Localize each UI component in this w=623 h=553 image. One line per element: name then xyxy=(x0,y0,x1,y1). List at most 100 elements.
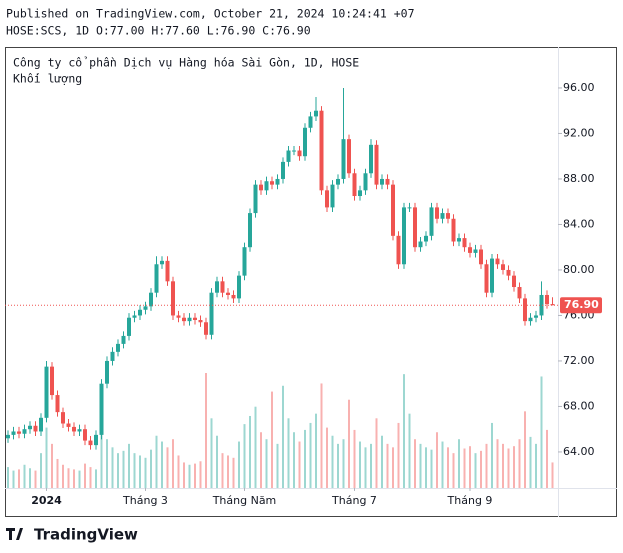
candle-body xyxy=(209,292,214,335)
candle-body xyxy=(303,127,307,157)
volume-bar xyxy=(216,435,218,488)
candle-body xyxy=(484,264,489,293)
candle-body xyxy=(138,309,142,316)
candle-body xyxy=(259,184,263,191)
candle-body xyxy=(17,431,21,434)
candle-body xyxy=(534,315,538,318)
candle-body xyxy=(33,425,38,432)
candle-body xyxy=(99,383,104,435)
volume-bar xyxy=(342,439,345,488)
volume-bar xyxy=(320,383,323,488)
candle-body xyxy=(50,366,54,396)
candle-body xyxy=(462,238,467,248)
volume-bar xyxy=(232,457,235,488)
volume-bar xyxy=(177,455,180,488)
candle-body xyxy=(165,260,170,282)
candle-body xyxy=(358,190,362,197)
volume-bar xyxy=(23,464,26,488)
candle-body xyxy=(61,412,65,424)
candle-body xyxy=(127,317,131,336)
chart-frame xyxy=(5,47,617,517)
candle-body xyxy=(22,429,27,434)
volume-bar xyxy=(304,429,306,488)
volume-bar xyxy=(386,443,389,488)
volume-bar xyxy=(227,455,229,488)
volume-bar xyxy=(529,436,532,488)
candle-body xyxy=(226,292,230,295)
candle-body xyxy=(204,322,208,335)
candle-body xyxy=(495,258,500,265)
candle-body xyxy=(143,306,148,310)
volume-bar xyxy=(100,429,103,488)
volume-bar xyxy=(414,439,416,488)
candle-body xyxy=(88,440,93,446)
candle-body xyxy=(215,281,219,293)
candle-body xyxy=(341,139,346,179)
volume-bar xyxy=(458,439,460,488)
volume-bar xyxy=(40,453,42,488)
candle-body xyxy=(440,213,445,219)
volume-bar xyxy=(496,439,499,488)
volume-bar xyxy=(221,453,224,488)
candle-body xyxy=(248,213,252,248)
volume-bar xyxy=(139,455,141,488)
candle-body xyxy=(336,178,340,185)
volume-bar xyxy=(18,469,20,488)
candle-body xyxy=(479,249,483,265)
candle-body xyxy=(506,269,511,276)
volume-bar xyxy=(315,413,317,488)
volume-bar xyxy=(507,448,510,488)
candle-body xyxy=(160,260,164,265)
volume-bar xyxy=(271,391,273,488)
volume-bar xyxy=(117,453,119,488)
candle-body xyxy=(193,317,197,320)
volume-bar xyxy=(34,470,37,488)
candle-body xyxy=(171,281,175,316)
x-tick-label: Tháng 9 xyxy=(447,494,493,507)
volume-bar xyxy=(122,450,125,488)
volume-bar xyxy=(29,468,31,488)
candle-body xyxy=(407,207,412,209)
volume-bar xyxy=(73,469,75,488)
volume-bar xyxy=(7,467,9,488)
candle-body xyxy=(66,423,71,427)
volume-bar xyxy=(353,429,356,488)
candle-body xyxy=(77,429,82,432)
candle-body xyxy=(231,294,236,299)
candle-body xyxy=(55,395,60,413)
candle-body xyxy=(369,144,373,174)
volume-bar xyxy=(144,457,147,488)
last-price-label: 76.90 xyxy=(564,298,599,311)
y-tick-label: 68.00 xyxy=(563,399,595,412)
volume-bar xyxy=(474,453,477,488)
candle-body xyxy=(94,434,98,446)
volume-bar xyxy=(337,443,339,488)
volume-bar xyxy=(183,462,185,488)
candle-body xyxy=(501,264,505,270)
x-tick-label: Tháng Năm xyxy=(212,494,277,507)
candle-body xyxy=(330,184,335,208)
candle-body xyxy=(380,178,384,185)
candle-body xyxy=(28,425,32,430)
candle-body xyxy=(418,241,423,248)
candle-body xyxy=(105,360,109,384)
volume-bar xyxy=(513,446,515,488)
candle-body xyxy=(523,298,527,322)
volume-bar xyxy=(78,470,81,488)
candle-body xyxy=(446,213,450,219)
volume-bar xyxy=(535,443,537,488)
volume-bar xyxy=(45,427,48,488)
volume-bar xyxy=(128,443,130,488)
candle-body xyxy=(182,317,186,322)
volume-bar xyxy=(95,469,97,488)
candle-body xyxy=(396,235,401,265)
y-tick-label: 96.00 xyxy=(563,81,595,94)
volume-bar xyxy=(166,447,169,488)
candle-body xyxy=(6,434,10,439)
volume-bar xyxy=(205,373,207,488)
logo: TradingView xyxy=(6,526,138,544)
volume-bar xyxy=(392,447,394,488)
candle-body xyxy=(528,317,533,322)
